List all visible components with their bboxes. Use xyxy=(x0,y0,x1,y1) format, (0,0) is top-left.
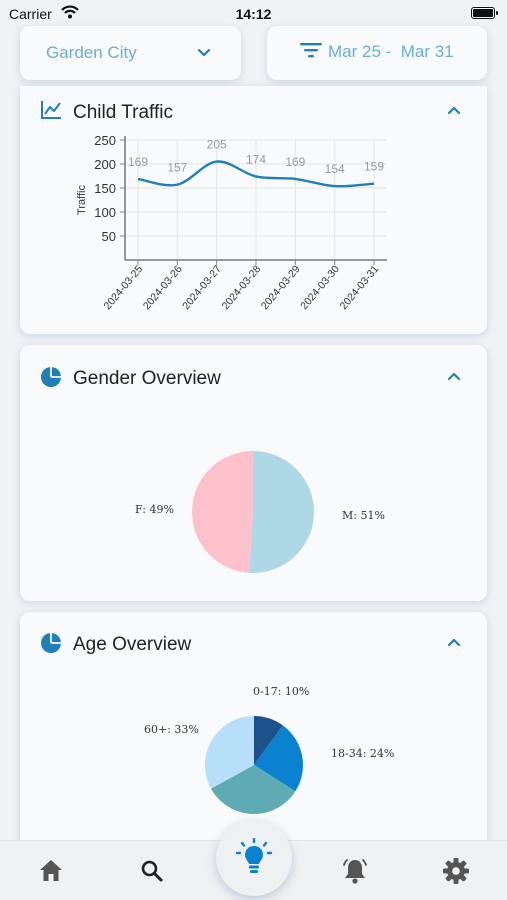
gender-label-m: M: 51% xyxy=(342,509,385,522)
age-label-0-17: 0-17: 10% xyxy=(253,685,310,698)
data-label: 169 xyxy=(128,155,148,169)
battery-icon xyxy=(471,7,498,19)
y-tick-label: 50 xyxy=(102,229,116,244)
age-pie-chart xyxy=(205,716,303,814)
data-label: 205 xyxy=(207,138,227,152)
date-range-value: Mar 25 - Mar 31 xyxy=(328,42,454,61)
city-selector[interactable]: Garden City xyxy=(20,26,241,80)
age-label-18-34: 18-34: 24% xyxy=(331,747,395,760)
x-tick-label: 2024-03-30 xyxy=(298,263,342,312)
clock: 14:12 xyxy=(235,6,272,22)
x-tick-label: 2024-03-28 xyxy=(220,263,264,312)
data-label: 174 xyxy=(246,152,266,166)
bell-icon[interactable] xyxy=(340,856,370,886)
gender-slice-0 xyxy=(249,451,315,573)
age-slice-0 xyxy=(254,716,283,765)
status-bar: Carrier 14:12 xyxy=(0,0,507,28)
gear-icon[interactable] xyxy=(441,856,471,886)
chevron-up-icon[interactable] xyxy=(447,372,461,381)
data-label: 154 xyxy=(325,162,345,176)
x-tick-label: 2024-03-25 xyxy=(102,263,146,312)
gender-slice-1 xyxy=(192,451,253,573)
child-traffic-card: Child Traffic 50 100 150 200 250 Traffic 2024-… xyxy=(20,86,487,334)
lightbulb-icon xyxy=(235,838,273,873)
insights-button[interactable] xyxy=(216,820,292,896)
series-line xyxy=(137,160,375,188)
carrier-label: Carrier xyxy=(9,6,52,22)
age-slice-1 xyxy=(254,725,303,792)
line-chart-icon xyxy=(41,101,61,119)
filter-icon xyxy=(300,43,322,58)
child-traffic-chart: 50100150200250Traffic2024-03-252024-03-2… xyxy=(76,133,387,312)
age-label-60-plus: 60+: 33% xyxy=(144,723,199,736)
y-tick-label: 150 xyxy=(94,181,116,196)
gender-pie-chart xyxy=(192,451,315,573)
wifi-icon xyxy=(61,5,79,19)
home-icon[interactable] xyxy=(36,856,66,886)
city-selector-value: Garden City xyxy=(46,43,137,62)
y-tick-label: 250 xyxy=(94,133,116,148)
x-tick-label: 2024-03-26 xyxy=(141,263,185,312)
age-slice-3 xyxy=(205,716,254,789)
data-label: 169 xyxy=(285,155,305,169)
x-tick-label: 2024-03-29 xyxy=(259,263,303,312)
y-tick-label: 100 xyxy=(94,205,116,220)
child-traffic-title: Child Traffic xyxy=(73,102,173,123)
gender-overview-card: Gender Overview F: 49% M: 51% xyxy=(20,345,487,601)
date-range-selector[interactable]: Mar 25 - Mar 31 xyxy=(267,26,487,80)
chevron-up-icon[interactable] xyxy=(447,106,461,115)
chevron-down-icon xyxy=(197,48,211,57)
y-tick-label: 200 xyxy=(94,157,116,172)
gender-label-f: F: 49% xyxy=(135,503,174,516)
pie-chart-icon xyxy=(41,367,61,387)
gender-overview-title: Gender Overview xyxy=(73,368,221,389)
data-label: 159 xyxy=(364,160,384,174)
age-overview-title: Age Overview xyxy=(73,634,192,655)
age-overview-card: Age Overview 0-17: 10% 18-34: 24% 60+: 3… xyxy=(20,612,487,852)
chevron-up-icon[interactable] xyxy=(447,638,461,647)
data-label: 157 xyxy=(167,161,187,175)
search-icon[interactable] xyxy=(137,856,167,886)
x-tick-label: 2024-03-31 xyxy=(338,263,382,312)
pie-chart-icon xyxy=(41,633,61,653)
y-axis-label: Traffic xyxy=(76,185,88,215)
age-slice-2 xyxy=(211,765,296,814)
x-tick-label: 2024-03-27 xyxy=(180,263,224,312)
